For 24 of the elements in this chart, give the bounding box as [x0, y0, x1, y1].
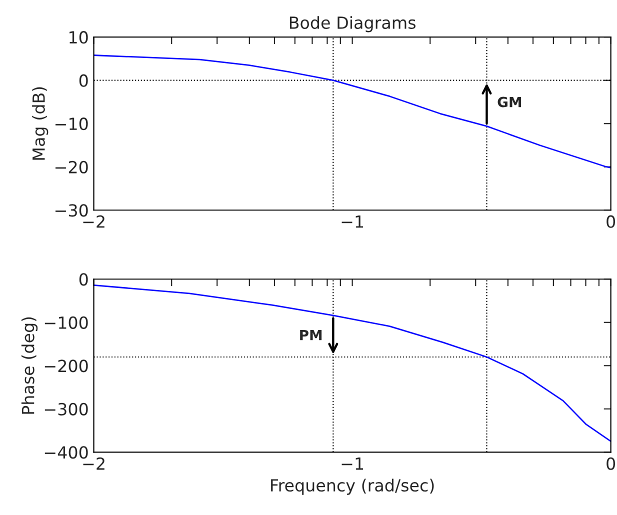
y-axis-title: Phase (deg) — [21, 317, 38, 414]
y-tick-label: −300 — [44, 402, 88, 416]
y-tick-label: 0 — [79, 74, 88, 87]
x-tick-label: −2 — [83, 457, 104, 470]
chart-title: Bode Diagrams — [290, 16, 416, 32]
y-axis-title: Mag (dB) — [32, 87, 48, 160]
x-tick-label: −1 — [342, 215, 364, 228]
y-tick-label: −10 — [56, 118, 88, 130]
x-tick-label: 0 — [606, 457, 616, 470]
y-tick-label: −400 — [44, 446, 88, 459]
y-tick-label: 0 — [79, 273, 88, 286]
x-tick-label: −1 — [342, 458, 364, 470]
x-tick-label: −2 — [83, 215, 104, 228]
y-tick-label: −20 — [56, 160, 88, 174]
annotation: PM — [300, 330, 322, 340]
y-tick-label: −200 — [44, 360, 88, 372]
line-series — [94, 284, 611, 442]
annotation: GM — [498, 96, 522, 108]
y-tick-label: −30 — [56, 204, 88, 217]
x-tick-label: 0 — [606, 215, 616, 228]
y-tick-label: −100 — [44, 316, 88, 329]
line-series — [94, 54, 611, 168]
y-tick-label: 10 — [70, 31, 88, 44]
x-axis-title: Frequency (rad/sec) — [271, 478, 434, 495]
